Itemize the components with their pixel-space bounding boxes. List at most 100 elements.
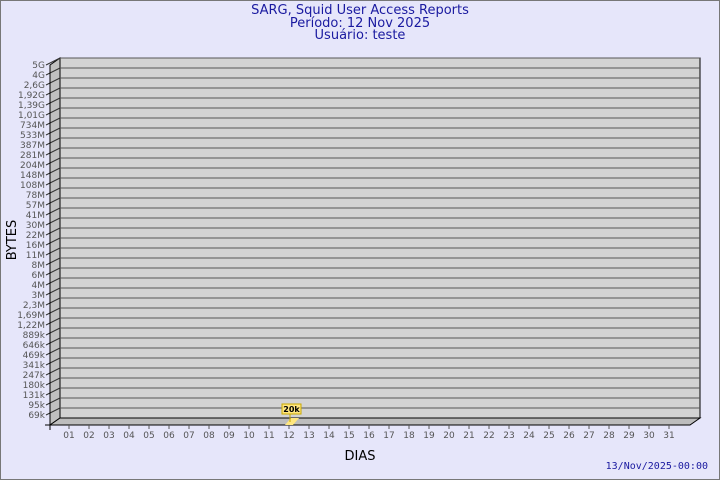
- x-tick-label: 19: [423, 431, 435, 441]
- y-tick-mark: [45, 387, 61, 396]
- y-tick-label: 533M: [20, 131, 45, 141]
- y-tick-mark: [45, 317, 61, 326]
- x-tick-label: 03: [103, 431, 114, 441]
- y-tick-label: 2,6G: [24, 81, 45, 91]
- y-tick-mark: [45, 117, 61, 126]
- y-tick-label: 469k: [23, 351, 46, 361]
- y-tick-label: 6M: [32, 271, 46, 281]
- x-tick-label: 01: [63, 431, 74, 441]
- y-tick-mark: [45, 287, 61, 296]
- x-tick-label: 06: [163, 431, 175, 441]
- y-tick-label: 180k: [23, 381, 46, 391]
- y-tick-mark: [45, 227, 61, 236]
- x-tick-label: 23: [503, 431, 514, 441]
- x-tick-label: 11: [263, 431, 274, 441]
- y-tick-mark: [45, 77, 61, 86]
- x-tick-label: 04: [123, 431, 135, 441]
- x-axis-label: DIAS: [345, 449, 376, 464]
- x-tick-label: 08: [203, 431, 215, 441]
- y-tick-label: 204M: [20, 161, 45, 171]
- x-tick-label: 12: [283, 431, 294, 441]
- x-tick-label: 18: [403, 431, 415, 441]
- y-tick-mark: [45, 97, 61, 106]
- x-tick-label: 07: [183, 431, 194, 441]
- y-tick-mark: [45, 207, 61, 216]
- y-tick-label: 646k: [23, 341, 46, 351]
- y-tick-mark: [45, 167, 61, 176]
- y-tick-mark: [45, 87, 61, 96]
- chart-period: Período: 12 Nov 2025: [289, 16, 431, 31]
- bar-label-box: [281, 403, 302, 415]
- y-tick-label: 3M: [32, 291, 46, 301]
- y-tick-label: 78M: [26, 191, 45, 201]
- y-tick-mark: [45, 407, 61, 416]
- y-tick-mark: [45, 357, 61, 366]
- y-tick-mark: [45, 137, 61, 146]
- x-tick-label: 30: [643, 431, 655, 441]
- plot-floor: [48, 417, 702, 426]
- y-tick-mark: [45, 337, 61, 346]
- y-tick-label: 16M: [26, 241, 45, 251]
- x-tick-label: 24: [523, 431, 535, 441]
- y-tick-label: 30M: [26, 221, 45, 231]
- y-tick-label: 11M: [26, 251, 45, 261]
- y-tick-mark: [45, 197, 61, 206]
- x-tick-label: 10: [243, 431, 255, 441]
- y-tick-mark: [45, 277, 61, 286]
- y-tick-mark: [45, 177, 61, 186]
- bar-day-12: [285, 418, 299, 425]
- y-tick-label: 69k: [28, 411, 45, 421]
- y-tick-label: 281M: [20, 151, 45, 161]
- y-tick-mark: [45, 57, 61, 66]
- x-tick-label: 05: [143, 431, 154, 441]
- y-tick-mark: [45, 377, 61, 386]
- y-tick-label: 734M: [20, 121, 45, 131]
- y-tick-label: 1,39G: [18, 101, 45, 111]
- y-tick-mark: [45, 127, 61, 136]
- chart-title: SARG, Squid User Access Reports: [251, 3, 469, 18]
- chart-user: Usuário: teste: [314, 28, 406, 43]
- y-tick-label: 148M: [20, 171, 45, 181]
- y-tick-mark: [45, 187, 61, 196]
- y-tick-label: 4G: [32, 71, 45, 81]
- y-tick-mark: [45, 237, 61, 246]
- y-tick-label: 57M: [26, 201, 45, 211]
- y-tick-mark: [45, 297, 61, 306]
- y-tick-label: 95k: [28, 401, 45, 411]
- y-tick-label: 41M: [26, 211, 45, 221]
- x-tick-label: 26: [563, 431, 575, 441]
- y-tick-mark: [45, 107, 61, 116]
- y-tick-label: 1,69M: [17, 311, 45, 321]
- y-tick-label: 1,01G: [18, 111, 45, 121]
- x-tick-label: 29: [623, 431, 635, 441]
- y-tick-mark: [45, 307, 61, 316]
- y-axis-label: BYTES: [5, 220, 20, 261]
- bar-data-label: 20k: [283, 405, 300, 414]
- x-tick-label: 14: [323, 431, 335, 441]
- y-tick-mark: [45, 327, 61, 336]
- y-tick-mark: [45, 267, 61, 276]
- y-tick-label: 1,92G: [18, 91, 45, 101]
- timestamp: 13/Nov/2025-00:00: [605, 461, 708, 472]
- y-tick-mark: [45, 217, 61, 226]
- x-tick-label: 20: [443, 431, 455, 441]
- x-tick-label: 25: [543, 431, 554, 441]
- x-tick-label: 16: [363, 431, 375, 441]
- y-tick-label: 131k: [23, 391, 46, 401]
- y-tick-mark: [45, 347, 61, 356]
- y-tick-label: 387M: [20, 141, 45, 151]
- y-tick-label: 22M: [26, 231, 45, 241]
- x-tick-label: 17: [383, 431, 394, 441]
- x-tick-label: 21: [463, 431, 474, 441]
- x-tick-label: 22: [483, 431, 494, 441]
- x-tick-label: 31: [663, 431, 674, 441]
- x-tick-label: 28: [603, 431, 615, 441]
- y-tick-label: 4M: [32, 281, 46, 291]
- y-tick-label: 2,3M: [23, 301, 45, 311]
- x-tick-label: 09: [223, 431, 235, 441]
- y-tick-mark: [45, 147, 61, 156]
- x-tick-label: 13: [303, 431, 314, 441]
- y-tick-label: 1,22M: [17, 321, 45, 331]
- y-tick-label: 5G: [32, 61, 45, 71]
